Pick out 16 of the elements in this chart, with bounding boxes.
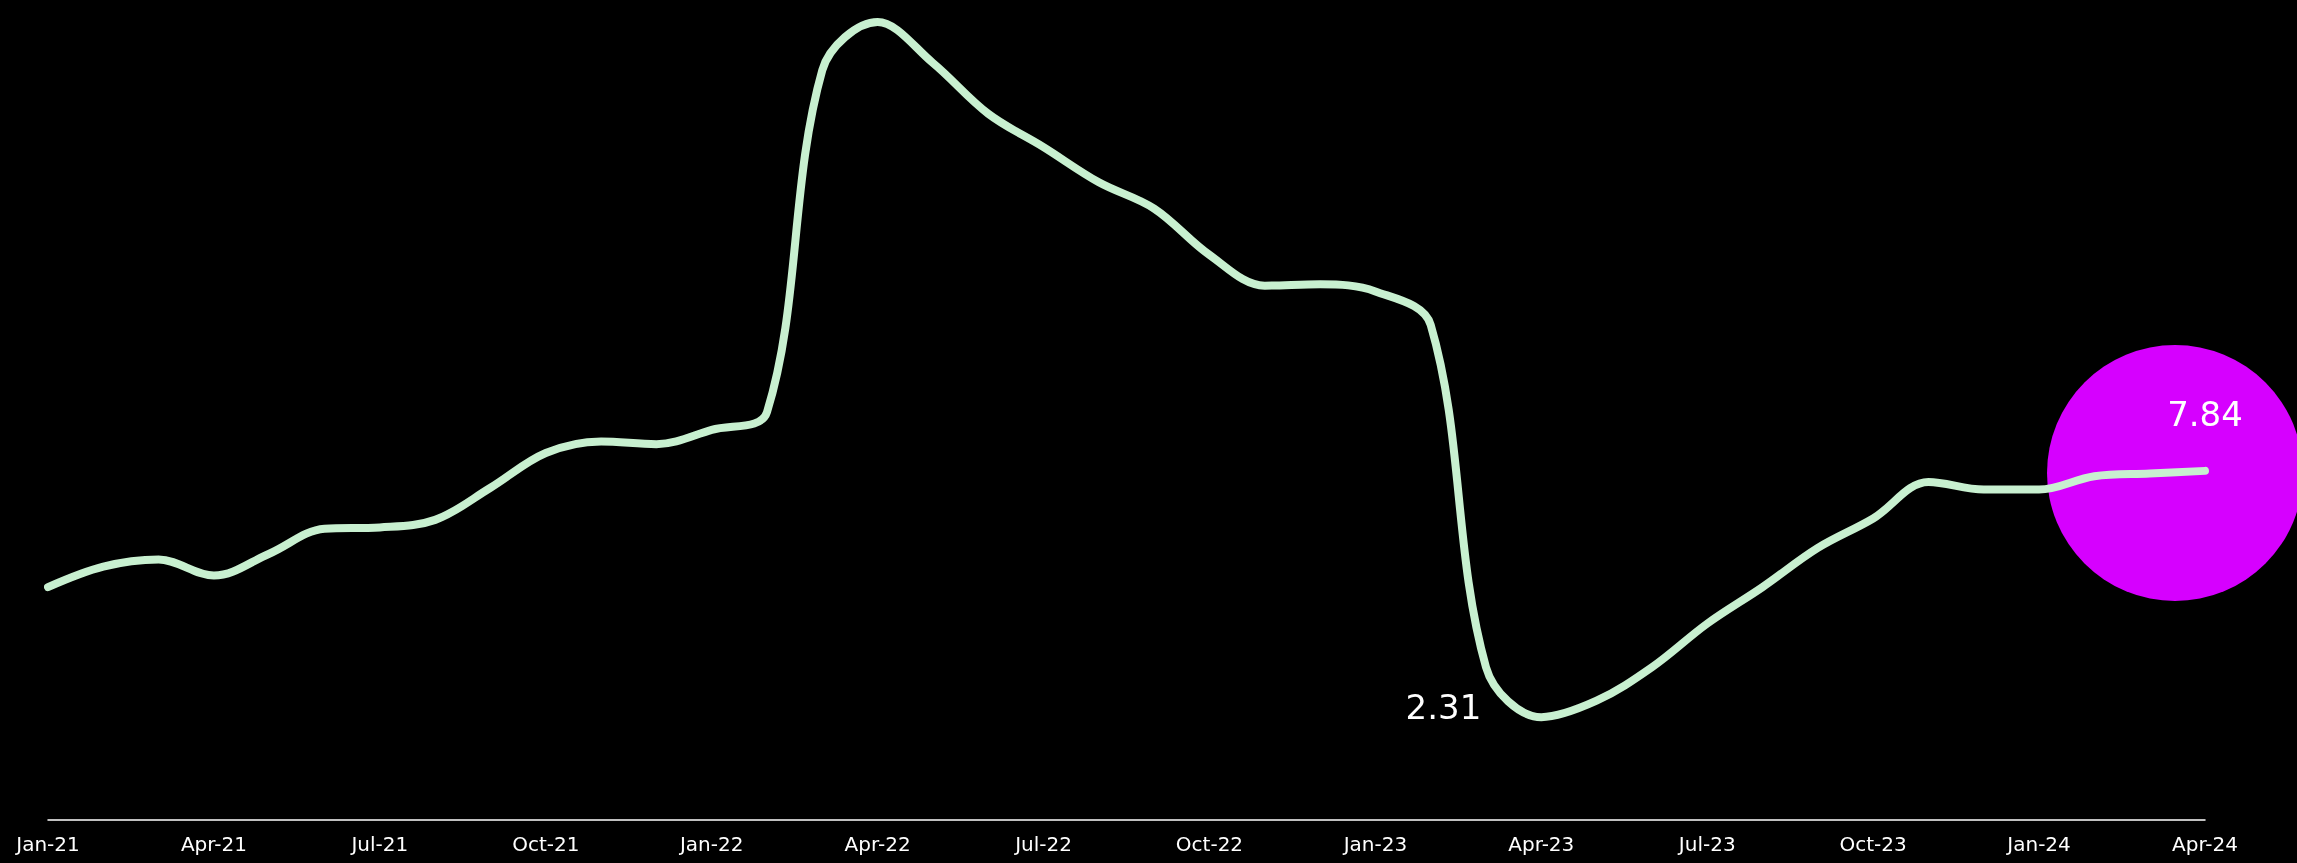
- x-tick-label: Jan-23: [1341, 832, 1408, 856]
- x-tick-label: Jan-22: [677, 832, 744, 856]
- x-tick-label: Apr-22: [844, 832, 911, 856]
- x-tick-label: Jan-21: [14, 832, 80, 856]
- data-label: 7.84: [2167, 393, 2243, 434]
- x-tick-label: Apr-21: [180, 832, 247, 856]
- x-tick-label: Oct-21: [512, 832, 580, 856]
- x-tick-label: Apr-23: [1508, 832, 1575, 856]
- x-tick-label: Oct-22: [1175, 832, 1244, 856]
- x-tick-label: Jan-24: [2005, 832, 2071, 856]
- x-tick-label: Jul-22: [1013, 832, 1072, 856]
- data-label: 2.31: [1405, 687, 1482, 728]
- x-tick-label: Apr-24: [2172, 832, 2238, 856]
- x-tick-label: Jul-23: [1676, 832, 1736, 856]
- x-tick-label: Oct-23: [1839, 832, 1907, 856]
- x-tick-label: Jul-21: [349, 832, 409, 856]
